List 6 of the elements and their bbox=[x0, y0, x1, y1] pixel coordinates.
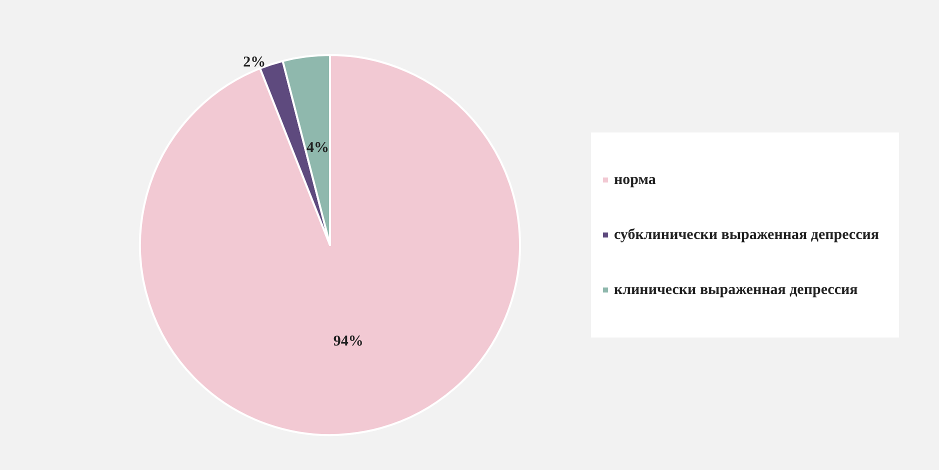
legend-label: норма bbox=[614, 172, 656, 188]
data-label: 2% bbox=[243, 54, 266, 70]
legend-label: субклинически выраженная депрессия bbox=[614, 227, 880, 243]
data-label: 94% bbox=[333, 333, 364, 350]
data-label: 4% bbox=[306, 140, 329, 156]
legend-label: клинически выраженная депрессия bbox=[614, 282, 858, 298]
